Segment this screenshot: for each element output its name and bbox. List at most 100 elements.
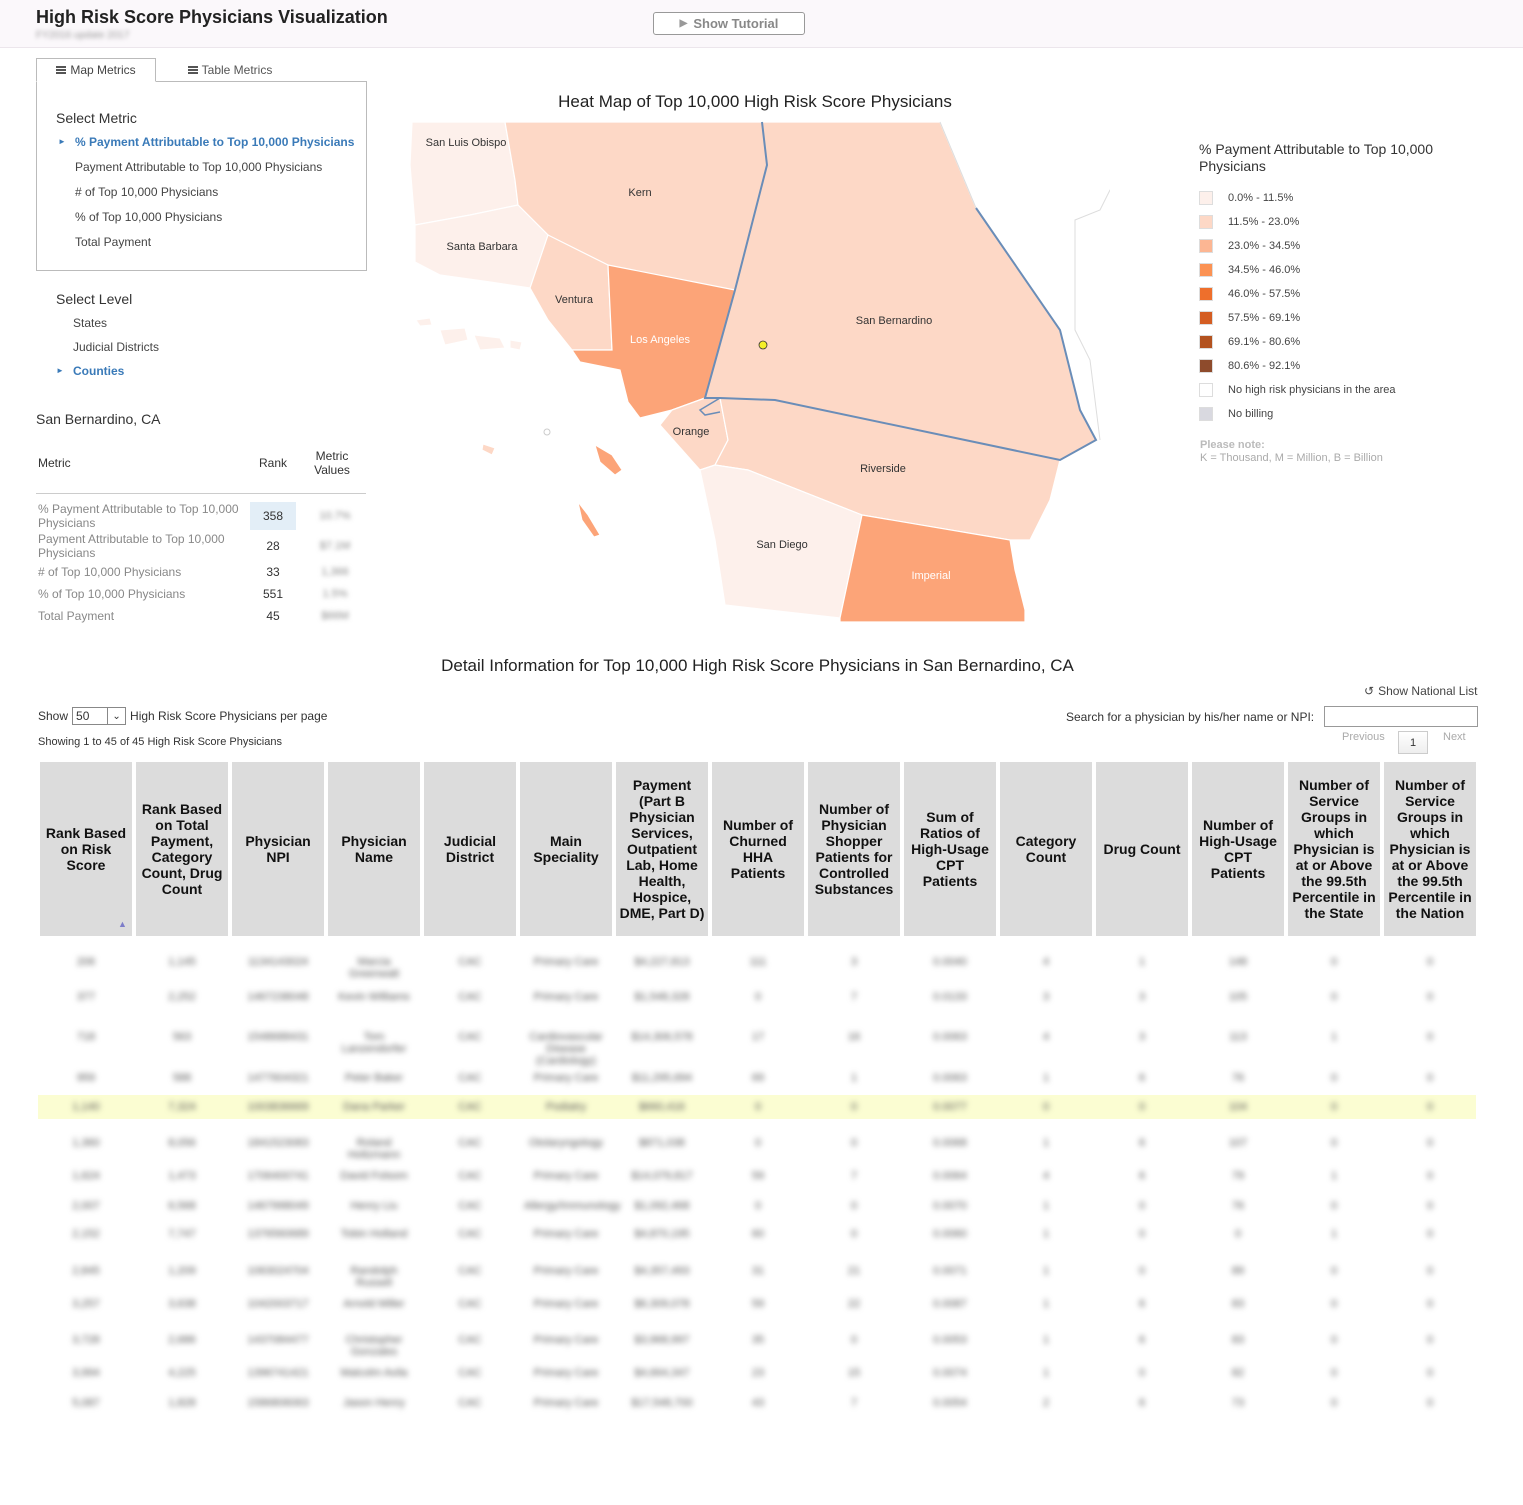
column-header[interactable]: Physician NPI: [232, 762, 324, 936]
column-header[interactable]: Judicial District: [424, 762, 516, 936]
table-cell: 16: [847, 1030, 861, 1043]
level-option-states[interactable]: States: [73, 316, 108, 330]
table-row[interactable]: 1,140 7,324 1003836669 Dana Parker CAC Podiat…: [38, 1095, 1476, 1119]
table-cell: 31: [751, 1264, 765, 1277]
column-header[interactable]: Number of High-Usage CPT Patients: [1192, 762, 1284, 936]
table-cell: CAC: [458, 1199, 482, 1212]
tab-table-metrics[interactable]: Table Metrics: [170, 58, 290, 82]
table-cell: 0.0071: [933, 1264, 967, 1277]
table-cell: 43: [751, 1396, 765, 1409]
table-cell: CAC: [458, 990, 482, 1003]
search-input[interactable]: [1324, 706, 1478, 727]
table-cell: 69: [751, 1071, 765, 1084]
metric-option-total-payment[interactable]: Total Payment: [75, 235, 152, 249]
table-cell: $4,357,493: [634, 1264, 690, 1277]
table-cell: 22: [847, 1297, 861, 1310]
selected-arrow-icon: ►: [56, 366, 64, 375]
column-header[interactable]: Physician Name: [328, 762, 420, 936]
table-cell: 0: [1426, 1264, 1434, 1277]
column-header[interactable]: Rank Based on Risk Score: [40, 762, 132, 936]
table-cell: 1: [1042, 1297, 1050, 1310]
table-cell: 1841523083: [247, 1136, 309, 1149]
table-row[interactable]: 2,152 7,747 1376560689 Tobin Holland CAC Prim…: [38, 1222, 1476, 1246]
table-row[interactable]: 3,994 4,225 1396741421 Malcolm Avila CAC Prim…: [38, 1361, 1476, 1385]
table-cell: 1: [1042, 1366, 1050, 1379]
table-cell: 7: [850, 1396, 858, 1409]
column-header[interactable]: Number of Churned HHA Patients: [712, 762, 804, 936]
column-header[interactable]: Sum of Ratios of High-Usage CPT Patients: [904, 762, 996, 936]
table-cell: 0.0063: [933, 1030, 967, 1043]
search-label: Search for a physician by his/her name o…: [1066, 710, 1315, 724]
table-cell: 60: [751, 1227, 765, 1240]
table-cell: 0: [1330, 990, 1338, 1003]
table-cell: 1548688431: [247, 1030, 309, 1043]
table-cell: 1477604321: [247, 1071, 309, 1084]
tab-map-metrics[interactable]: Map Metrics: [36, 58, 156, 82]
table-cell: 7,324: [168, 1100, 196, 1113]
menu-icon: [187, 66, 198, 74]
location-marker[interactable]: [758, 340, 768, 350]
column-header[interactable]: Number of Service Groups in which Physic…: [1384, 762, 1476, 936]
county-label-santa-barbara: Santa Barbara: [447, 241, 519, 253]
table-cell: 4,225: [168, 1366, 196, 1379]
table-cell: $871,038: [639, 1136, 685, 1149]
level-option-counties[interactable]: ► Counties: [56, 364, 124, 378]
table-cell: 3,257: [72, 1297, 100, 1310]
column-header[interactable]: Rank Based on Total Payment, Category Co…: [136, 762, 228, 936]
table-cell: Primary Care: [533, 1227, 599, 1240]
column-header[interactable]: Drug Count: [1096, 762, 1188, 936]
next-button[interactable]: Next: [1443, 731, 1466, 743]
selected-arrow-icon: ►: [58, 137, 66, 146]
table-cell: 0: [1426, 1100, 1434, 1113]
table-cell: 3,638: [168, 1297, 196, 1310]
table-row[interactable]: 959 588 1477604321 Peter Baker CAC Primary Ca…: [38, 1066, 1476, 1090]
table-cell: 83: [1231, 1297, 1245, 1310]
table-row[interactable]: 718 563 1548688431 Tom Lanzendorfer CAC Cardi…: [38, 1018, 1476, 1067]
summary-header-rank: Rank: [259, 456, 288, 470]
riverside-border: [698, 397, 721, 416]
table-row[interactable]: 3,257 3,638 1042003717 Arnold Miller CAC Prim…: [38, 1292, 1476, 1316]
summary-divider: [36, 493, 366, 494]
table-cell: 1437084477: [247, 1333, 309, 1346]
table-cell: 59: [751, 1297, 765, 1310]
page-1-button[interactable]: 1: [1398, 731, 1428, 754]
table-cell: Primary Care: [533, 1071, 599, 1084]
column-header[interactable]: Category Count: [1000, 762, 1092, 936]
column-header[interactable]: Main Speciality: [520, 762, 612, 936]
refresh-icon: ↺: [1364, 684, 1375, 698]
sort-asc-icon: ▲: [118, 919, 127, 929]
table-cell: 1,828: [168, 1396, 196, 1409]
metric-option-payment[interactable]: Payment Attributable to Top 10,000 Physi…: [75, 160, 323, 174]
table-row[interactable]: 1,624 1,473 1706400741 David Folsom CAC Prima…: [38, 1164, 1476, 1188]
table-cell: 0: [754, 1136, 762, 1149]
show-national-list-link[interactable]: ↺ Show National List: [1364, 684, 1477, 698]
table-cell: Otolaryngology: [529, 1136, 603, 1149]
summary-row-value: 1,366: [321, 566, 349, 578]
column-header[interactable]: Number of Service Groups in which Physic…: [1288, 762, 1380, 936]
table-cell: 0: [1426, 990, 1434, 1003]
table-row[interactable]: 206 1,145 1134143024 Marcia Greenwalt CAC Pri…: [38, 950, 1476, 980]
county-imperial[interactable]: [839, 514, 1026, 623]
table-row[interactable]: 5,087 1,828 1586806063 Jason Henry CAC Primar…: [38, 1391, 1476, 1415]
column-header[interactable]: Number of Physician Shopper Patients for…: [808, 762, 900, 936]
legend-swatch: [1199, 335, 1213, 349]
island-san-clemente: [577, 501, 601, 538]
legend-item: 23.0% - 34.5%: [1199, 239, 1300, 253]
page-length-select[interactable]: 50 ⌄: [72, 707, 127, 725]
table-row[interactable]: 377 2,252 1467238048 Kevin Williams CAC Prima…: [38, 985, 1476, 1009]
table-row[interactable]: 2,007 6,568 1467998049 Henry Liu CAC Allergy/…: [38, 1194, 1476, 1218]
table-cell: 2: [1042, 1396, 1050, 1409]
level-option-judicial-districts[interactable]: Judicial Districts: [73, 340, 160, 354]
metric-option-pct-count[interactable]: % of Top 10,000 Physicians: [75, 210, 223, 224]
table-cell: 0: [1426, 1169, 1434, 1182]
metric-option-pct-payment[interactable]: ► % Payment Attributable to Top 10,000 P…: [58, 135, 354, 149]
column-header[interactable]: Payment (Part B Physician Services, Outp…: [616, 762, 708, 936]
tab-map-metrics-label: Map Metrics: [70, 63, 136, 77]
table-row[interactable]: 1,360 8,056 1841523083 Roland Holtzmann CAC O…: [38, 1128, 1476, 1161]
table-row[interactable]: 3,728 2,686 1437084477 Christopher Gonzales…: [38, 1325, 1476, 1358]
table-cell: $3,968,997: [634, 1333, 690, 1346]
metric-option-count[interactable]: # of Top 10,000 Physicians: [75, 185, 219, 199]
show-tutorial-button[interactable]: ▶ Show Tutorial: [653, 12, 805, 35]
previous-button[interactable]: Previous: [1342, 731, 1385, 743]
table-row[interactable]: 2,845 1,209 1063024704 Randolph Russell CAC P…: [38, 1256, 1476, 1289]
